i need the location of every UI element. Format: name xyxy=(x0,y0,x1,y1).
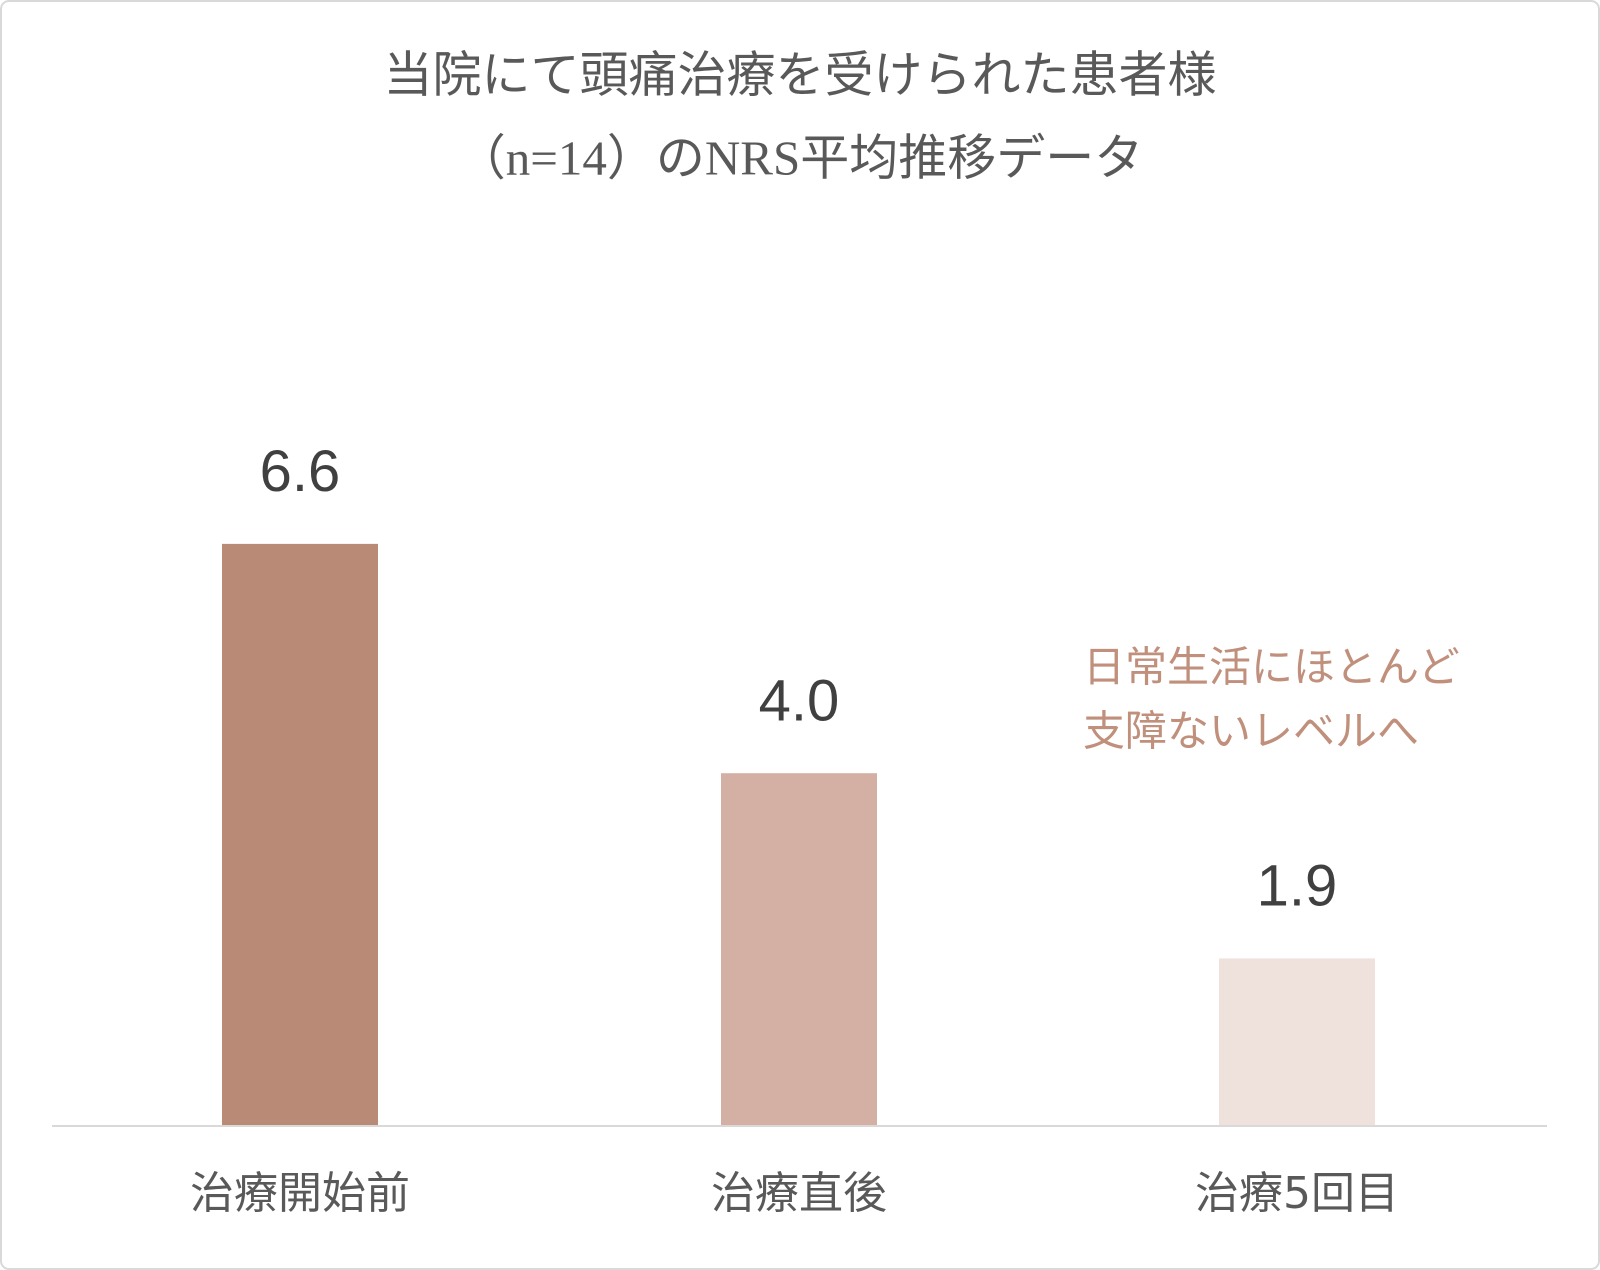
bar xyxy=(721,773,877,1126)
annotation: 支障ないレベルへ xyxy=(1083,707,1419,756)
value-label: 6.6 xyxy=(260,439,341,504)
x-tick-label: 治療5回目 xyxy=(1195,1168,1399,1219)
value-label: 1.9 xyxy=(1257,854,1338,919)
bar xyxy=(1219,958,1375,1126)
bar xyxy=(222,543,378,1126)
value-label: 4.0 xyxy=(759,669,840,734)
annotation: 日常生活にほとんど xyxy=(1083,643,1460,692)
chart-title: （n=14）のNRS平均推移データ xyxy=(457,130,1143,185)
x-tick-label: 治療開始前 xyxy=(190,1168,410,1219)
x-tick-label: 治療直後 xyxy=(711,1168,887,1219)
chart-title: 当院にて頭痛治療を受けられた患者様 xyxy=(383,47,1216,102)
